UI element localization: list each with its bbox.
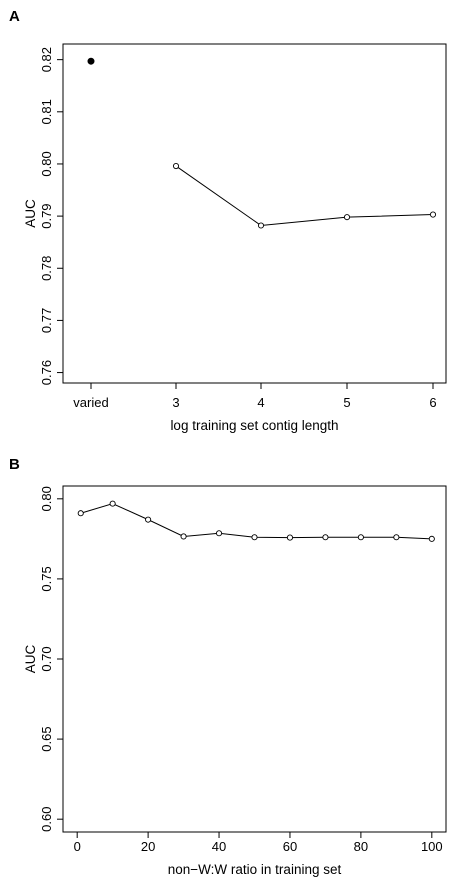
panel-b-data-point — [393, 534, 400, 541]
panel-b-data-point — [215, 530, 223, 537]
panel-b-x-tick-label: 100 — [421, 839, 443, 854]
panel-b-y-axis-title: AUC — [23, 645, 38, 674]
panel-a-y-tick-label: 0.79 — [39, 203, 54, 228]
panel-b-data-point — [109, 500, 116, 507]
panel-a-plot-frame — [62, 43, 447, 384]
panel-b-y-tick-label: 0.70 — [39, 646, 54, 671]
panel-a-data-point — [172, 162, 180, 170]
panel-a-y-tick-label: 0.76 — [39, 360, 54, 385]
panel-a-letter: A — [9, 8, 20, 25]
panel-b-x-tick-label: 0 — [74, 839, 81, 854]
panel-a-y-tick-label: 0.78 — [39, 256, 54, 281]
panel-b-data-point — [322, 534, 329, 541]
panel-a-x-tick-label: 3 — [172, 395, 179, 410]
panel-b-x-tick-label: 20 — [141, 839, 155, 854]
panel-b-y-tick-label: 0.60 — [39, 807, 54, 832]
panel-a-y-tick-label: 0.82 — [39, 47, 54, 72]
panel-a-x-tick-label: varied — [73, 395, 108, 410]
panel-b-y-tick-label: 0.80 — [39, 486, 54, 511]
panel-b-y-tick-label: 0.75 — [39, 566, 54, 591]
panel-a-x-tick-label: 5 — [343, 395, 350, 410]
panel-a-x-axis-title: log training set contig length — [170, 418, 338, 433]
panel-a-y-tick-label: 0.80 — [39, 151, 54, 176]
panel-a-series-line — [175, 165, 434, 227]
panel-b-data-point — [145, 516, 152, 523]
panel-b-data-point — [428, 535, 435, 542]
panel-b-data-point — [251, 534, 258, 541]
panel-b-x-tick-label: 40 — [212, 839, 226, 854]
panel-b-y-tick-label: 0.65 — [39, 726, 54, 751]
panel-a-data-point-filled — [87, 57, 95, 65]
panel-a-data-point — [429, 211, 437, 218]
panel-b-data-point — [357, 534, 364, 541]
panel-a-data-point — [343, 214, 351, 221]
panel-a-data-point — [257, 222, 265, 229]
panel-b-letter: B — [9, 456, 20, 473]
panel-a-y-tick-label: 0.77 — [39, 308, 54, 333]
panel-a-y-axis-title: AUC — [23, 199, 38, 228]
panel-a-x-tick-label: 6 — [429, 395, 436, 410]
panel-b-x-tick-label: 80 — [354, 839, 368, 854]
panel-b-x-tick-label: 60 — [283, 839, 297, 854]
panel-a-y-tick-label: 0.81 — [39, 99, 54, 124]
panel-b-data-point — [286, 534, 294, 541]
panel-b-series-line — [80, 503, 432, 540]
panel-b-data-point — [77, 510, 84, 517]
panel-b-data-point — [180, 533, 187, 540]
panel-b-x-axis-title: non−W:W ratio in training set — [168, 862, 342, 877]
panel-a-x-tick-label: 4 — [257, 395, 264, 410]
